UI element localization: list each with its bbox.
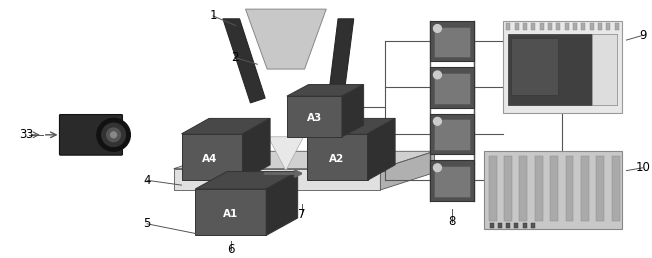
Polygon shape (565, 23, 569, 30)
Polygon shape (434, 119, 470, 150)
Polygon shape (592, 34, 617, 105)
Polygon shape (612, 156, 619, 221)
Text: 9: 9 (640, 29, 647, 42)
Polygon shape (173, 151, 434, 169)
Polygon shape (581, 156, 589, 221)
Polygon shape (430, 21, 474, 61)
Polygon shape (287, 96, 342, 137)
Text: 2: 2 (231, 51, 239, 64)
Polygon shape (523, 23, 527, 30)
Polygon shape (514, 223, 518, 228)
Text: 7: 7 (298, 208, 305, 221)
Text: 6: 6 (227, 243, 235, 256)
Polygon shape (246, 9, 326, 69)
Polygon shape (556, 23, 560, 30)
Text: 1: 1 (209, 9, 216, 22)
Text: A4: A4 (202, 154, 218, 164)
Text: 5: 5 (143, 217, 151, 230)
Polygon shape (181, 134, 243, 180)
Polygon shape (488, 156, 497, 221)
Polygon shape (514, 23, 518, 30)
Polygon shape (540, 23, 544, 30)
Text: A1: A1 (223, 209, 239, 219)
Polygon shape (507, 23, 511, 30)
Circle shape (111, 132, 117, 138)
Polygon shape (498, 223, 502, 228)
Polygon shape (243, 118, 270, 180)
Text: 8: 8 (449, 215, 456, 228)
Polygon shape (531, 23, 535, 30)
Polygon shape (196, 172, 298, 189)
Circle shape (434, 117, 441, 125)
Text: 3: 3 (20, 128, 27, 141)
FancyBboxPatch shape (59, 115, 123, 155)
Polygon shape (484, 151, 621, 229)
Text: 10: 10 (636, 161, 651, 174)
Circle shape (97, 118, 130, 151)
Polygon shape (266, 172, 298, 235)
Polygon shape (582, 23, 585, 30)
Polygon shape (531, 223, 535, 228)
Polygon shape (434, 27, 470, 58)
Polygon shape (550, 156, 558, 221)
Circle shape (434, 71, 441, 79)
Circle shape (434, 25, 441, 32)
Polygon shape (490, 223, 494, 228)
Polygon shape (430, 160, 474, 201)
Polygon shape (589, 23, 593, 30)
Polygon shape (181, 118, 270, 134)
Circle shape (107, 128, 121, 142)
Polygon shape (434, 73, 470, 104)
Circle shape (102, 123, 125, 147)
Polygon shape (598, 23, 602, 30)
Text: A2: A2 (329, 154, 345, 164)
Polygon shape (287, 85, 364, 96)
Polygon shape (504, 156, 512, 221)
Polygon shape (268, 137, 304, 171)
Polygon shape (306, 134, 368, 180)
Polygon shape (548, 23, 552, 30)
Text: 3: 3 (25, 128, 33, 141)
Polygon shape (173, 169, 380, 190)
Polygon shape (509, 34, 617, 105)
Polygon shape (430, 114, 474, 154)
Polygon shape (535, 156, 542, 221)
Polygon shape (368, 118, 395, 180)
Polygon shape (430, 67, 474, 108)
Polygon shape (565, 156, 573, 221)
Polygon shape (506, 223, 510, 228)
Polygon shape (511, 38, 557, 95)
Text: A3: A3 (307, 114, 322, 123)
Polygon shape (434, 166, 470, 197)
Polygon shape (306, 118, 395, 134)
Polygon shape (328, 19, 354, 103)
Circle shape (434, 164, 441, 172)
Polygon shape (523, 223, 527, 228)
Polygon shape (342, 85, 364, 137)
Polygon shape (573, 23, 577, 30)
Polygon shape (606, 23, 610, 30)
Polygon shape (223, 19, 265, 103)
Polygon shape (196, 189, 266, 235)
Polygon shape (597, 156, 604, 221)
Polygon shape (615, 23, 619, 30)
Polygon shape (503, 21, 621, 112)
Text: 4: 4 (143, 174, 151, 187)
Polygon shape (380, 151, 434, 190)
Polygon shape (520, 156, 527, 221)
